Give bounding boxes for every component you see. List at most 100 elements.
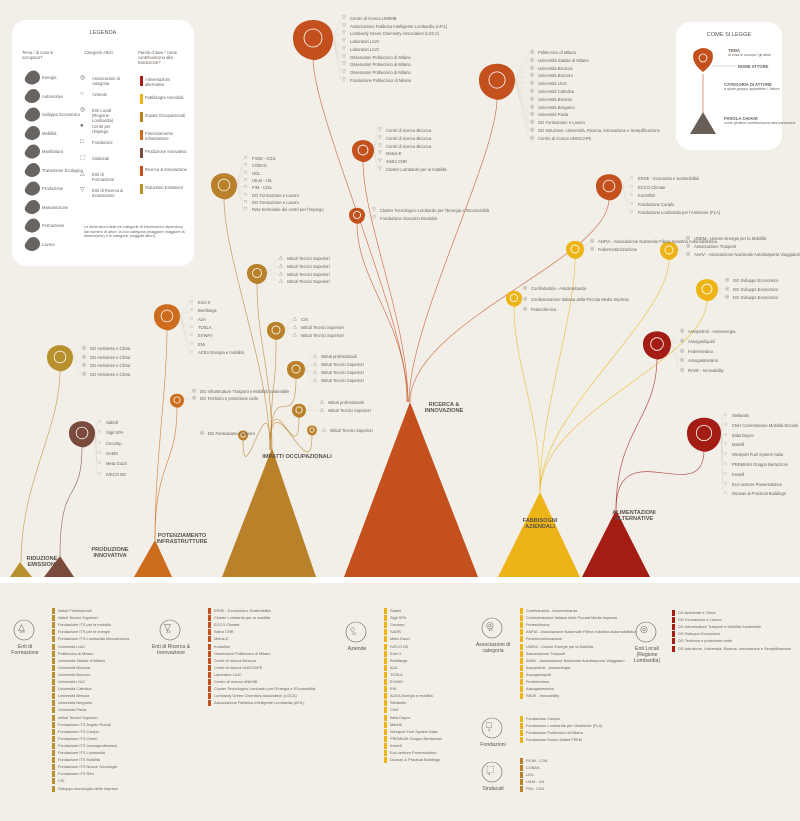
- label-produzione-innovativa: PRODUZIONE INNOVATIVA: [91, 547, 129, 560]
- bottom-item-label: Università LIUC: [58, 679, 86, 684]
- bottom-item-bar: [52, 778, 55, 785]
- actor-link: [583, 248, 590, 250]
- actor-category-icon: ○: [190, 332, 194, 339]
- actor-link: [236, 184, 244, 188]
- bottom-item-label: Beeflange: [390, 657, 408, 663]
- actor-category-icon: ○: [630, 192, 634, 198]
- bottom-item-label: ANFIA - Associazione Nazionale Filiera I…: [526, 629, 637, 635]
- actor-category-icon: ○: [190, 299, 194, 305]
- actor-category-icon: ◎: [530, 111, 535, 118]
- theme-node: [211, 173, 237, 200]
- bottom-sindacati-emblem: [481, 761, 503, 783]
- bottom-item-label: DG Sviluppo Economico: [678, 631, 721, 637]
- actor-link: [316, 429, 322, 431]
- bottom-item-bar: [520, 786, 523, 793]
- theme-node: [687, 417, 721, 452]
- actor-label: Sabelt: [106, 420, 118, 425]
- actor-link: [373, 149, 378, 170]
- actor-label: DG Ambiente e Clima: [90, 371, 131, 377]
- actor-label: Associazione Fabbrica Intelligente Lomba…: [350, 23, 448, 29]
- actor-link: [621, 178, 630, 187]
- legend-tema-label: Formazione: [42, 223, 65, 228]
- bottom-item-bar: [384, 721, 387, 728]
- bottom-item-bar: [384, 714, 387, 721]
- actor-label: Istituti Tecnici Superiori: [330, 428, 373, 433]
- actor-label: COBAS: [252, 163, 267, 169]
- actor-category-icon: ○: [724, 421, 728, 428]
- actor-category-icon: ▽: [342, 68, 346, 75]
- legend-tema-label: Automotive: [42, 93, 63, 99]
- actor-link: [266, 272, 279, 275]
- bottom-item-bar: [52, 728, 55, 735]
- bottom-item-bar: [520, 679, 523, 685]
- legend-category-label: Fondazioni: [92, 140, 113, 145]
- actor-category-icon: ◎: [530, 49, 535, 55]
- actor-label: DG Ambiente e Clima: [90, 354, 131, 360]
- bottom-aziende-label: Aziende: [347, 646, 367, 652]
- legend-parola-label: Fabbisogni Aziendali: [145, 95, 184, 100]
- actor-label: Federmetano: [688, 348, 713, 354]
- bottom-item-label: Cluster Tecnologico Lombardo per l'Energ…: [214, 686, 316, 692]
- actor-label: Rete territoriale dei centri per l'impie…: [252, 207, 324, 213]
- actor-label: Centro di ricerca UNISCAPE: [538, 135, 592, 141]
- actor-label: DG Formazione e Lavoro: [252, 192, 300, 198]
- legend-category-label: Sindacati: [92, 156, 110, 161]
- actor-label: UILM - UIL: [252, 177, 273, 183]
- actor-category-icon: ▽: [342, 30, 346, 37]
- legend-tema-label: Transizione Ecologica: [42, 167, 83, 173]
- bottom-item-bar: [384, 671, 387, 678]
- bottom-item-bar: [384, 615, 387, 622]
- label-fabbisogni-aziendali: FABBISOGNI AZIENDALI: [522, 518, 558, 531]
- actor-link: [514, 79, 530, 115]
- legend-parola-label: Ricerca & Innovazione: [145, 167, 187, 172]
- actor-link: [514, 60, 530, 81]
- legend-parola-bar: [140, 166, 143, 176]
- actor-label: Università Pavia: [538, 112, 569, 118]
- actor-label: ECCO Climate: [638, 184, 666, 190]
- howto-mountain: [690, 112, 716, 134]
- bottom-item-label: Doosan & Practical Buildings: [390, 757, 440, 763]
- actor-category-icon: ◎: [680, 337, 685, 344]
- divider: [0, 577, 800, 583]
- actor-link: [677, 238, 686, 251]
- actor-label: ENI: [198, 341, 205, 347]
- category-icon: [240, 432, 246, 438]
- category-icon: [602, 179, 616, 193]
- actor-label: Università Bocconi: [538, 73, 573, 79]
- actor-category-icon: ▽: [378, 150, 382, 157]
- howto-card: COME SI LEGGE TEMA di cosa si occupa / g…: [676, 22, 796, 150]
- bottom-item-label: Fondazione ITS Angelo Rizzoli: [58, 721, 111, 727]
- legend-parola-bar: [140, 94, 143, 104]
- actor-category-icon: ◎: [82, 362, 87, 368]
- bottom-item-bar: [52, 764, 55, 771]
- actor-label: Federmotorizzazione: [598, 247, 638, 252]
- actor-category-icon: ○: [724, 412, 728, 418]
- bottom-item-bar: [52, 622, 55, 629]
- actor-category-icon: ○: [190, 348, 194, 355]
- bottom-item-bar: [520, 664, 523, 671]
- bottom-item-bar: [384, 608, 387, 614]
- bottom-item-label: Fondazione Cariplo: [526, 716, 560, 721]
- bottom-item-label: ERSE - Economia e Sostenibilità: [214, 608, 271, 613]
- bottom-item-bar: [52, 629, 55, 636]
- bottom-associazioni-label: Associazioni di categoria: [475, 642, 511, 654]
- actor-category-icon: ▽: [378, 158, 382, 165]
- bottom-item-label: Assopetroli - Assoenergia: [526, 664, 571, 670]
- stem-line: [20, 369, 61, 563]
- actor-link: [236, 184, 244, 203]
- bottom-item-label: Fondazione ITS per la mobilità: [58, 622, 111, 628]
- category-icon: [309, 427, 315, 433]
- bottom-item-label: PREMIUM Gruppo Bertazzoni: [390, 735, 442, 741]
- bottom-item-bar: [52, 671, 55, 678]
- bottom-item-label: UNEM - Unione Energie per la Mobilità: [526, 643, 594, 649]
- legend-category-icon: ●: [80, 123, 84, 129]
- bottom-item-label: Università Bocconi: [58, 671, 91, 677]
- actor-category-icon: ○: [724, 461, 728, 467]
- actor-label: UNEM - Unione Energie per la Mobilità: [694, 236, 767, 241]
- bottom-item-bar: [52, 664, 55, 671]
- howto-parola-desc: come gli attori contribuiscono alla tran…: [724, 121, 796, 125]
- bottom-item-bar: [520, 779, 523, 786]
- bottom-aziende-count: 22: [352, 631, 357, 636]
- actor-category-icon: ◎: [530, 64, 535, 71]
- actor-category-icon: ◎: [82, 353, 87, 360]
